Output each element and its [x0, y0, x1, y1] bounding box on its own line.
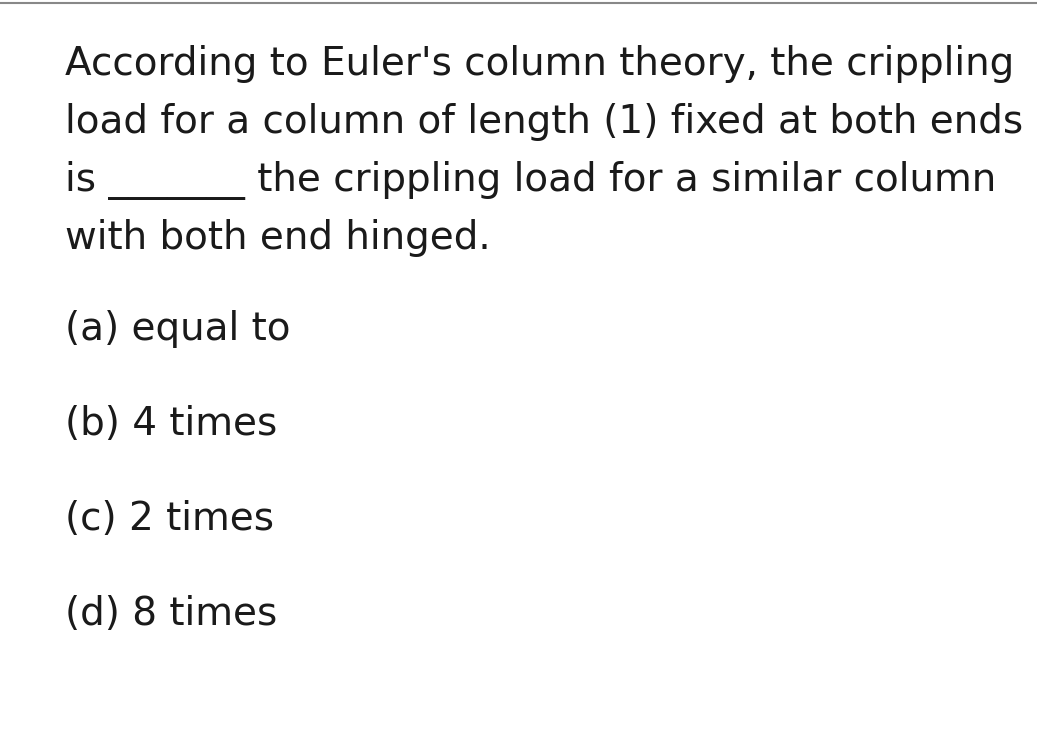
Text: with both end hinged.: with both end hinged. [65, 219, 491, 257]
Text: (d) 8 times: (d) 8 times [65, 595, 277, 633]
Text: (a) equal to: (a) equal to [65, 310, 290, 348]
Text: load for a column of length (1) fixed at both ends: load for a column of length (1) fixed at… [65, 103, 1024, 141]
Text: is _______ the crippling load for a similar column: is _______ the crippling load for a simi… [65, 161, 997, 200]
Text: According to Euler's column theory, the crippling: According to Euler's column theory, the … [65, 45, 1014, 83]
Text: (b) 4 times: (b) 4 times [65, 405, 277, 443]
Text: (c) 2 times: (c) 2 times [65, 500, 274, 538]
